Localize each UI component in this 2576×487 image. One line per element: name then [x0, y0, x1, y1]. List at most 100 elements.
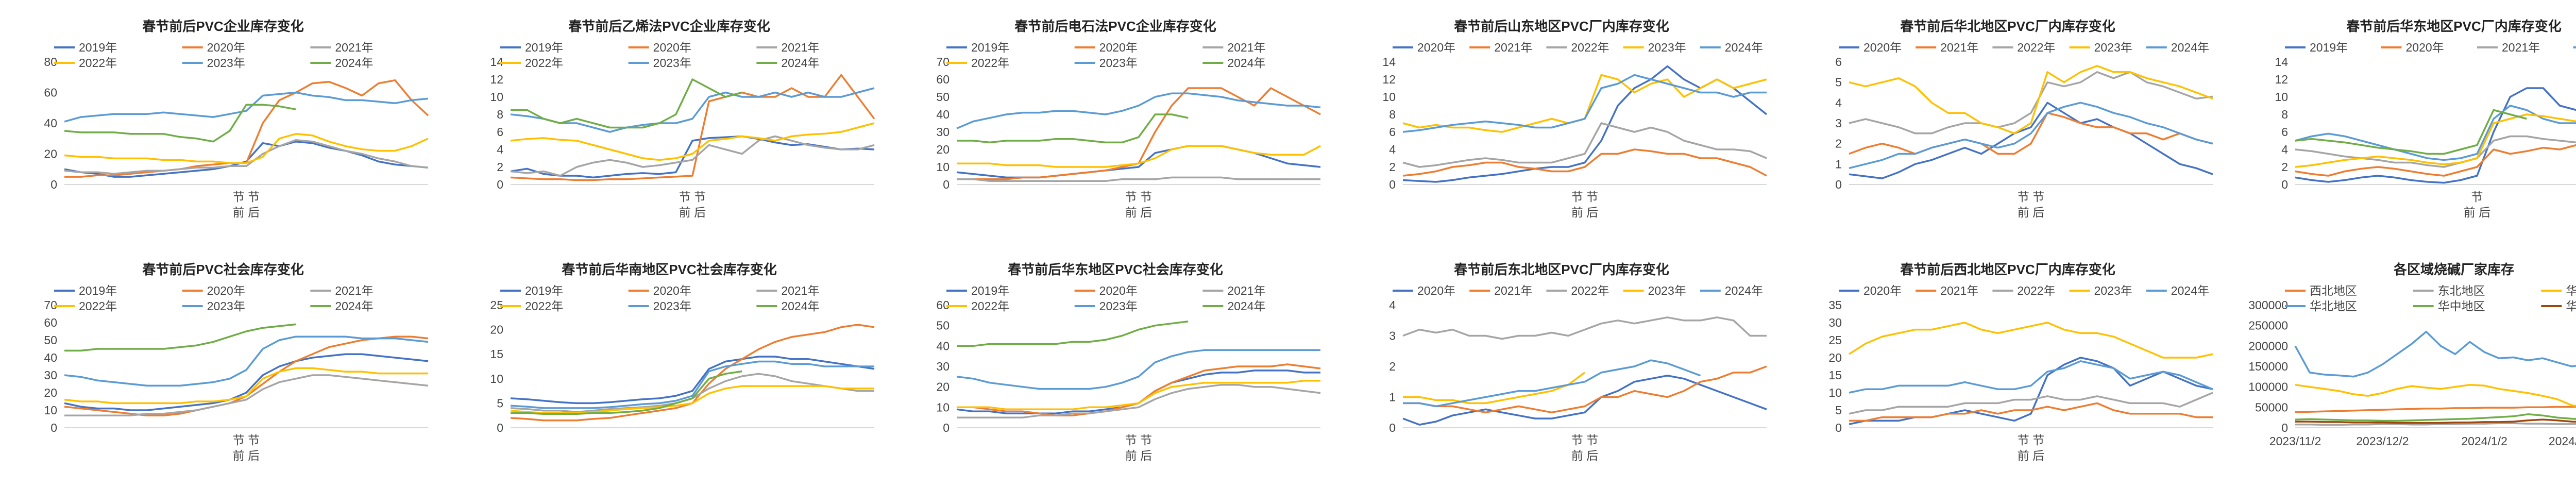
- y-tick-label: 15: [1828, 368, 1842, 382]
- legend-label: 2024年: [781, 299, 819, 313]
- chart-title: 春节前后华东地区PVC社会库存变化: [1008, 262, 1223, 277]
- series-line-西北地区: [2295, 406, 2576, 413]
- y-tick-label: 10: [936, 400, 950, 414]
- legend-label: 2022年: [2017, 284, 2055, 297]
- chart-title: 春节前后华南地区PVC社会库存变化: [562, 262, 776, 277]
- series-line-2023: [1402, 74, 1767, 133]
- y-tick-label: 30: [936, 125, 950, 139]
- legend-label: 2021年: [1227, 41, 1265, 54]
- series-line-2023: [64, 91, 429, 123]
- legend-label: 2021年: [781, 41, 819, 54]
- legend-label: 2023年: [1648, 41, 1686, 54]
- series-line-2023: [956, 349, 1320, 390]
- legend-label: 2021年: [1940, 284, 1978, 297]
- series-line-2019: [510, 356, 875, 405]
- x-axis-label: 前 后: [1125, 206, 1152, 219]
- series-line-2023: [1849, 102, 2213, 169]
- y-tick-label: 4: [1389, 143, 1396, 156]
- series-line-2021: [64, 374, 429, 416]
- series-line-2021: [1849, 71, 2213, 135]
- y-tick-label: 40: [44, 116, 57, 130]
- y-tick-label: 4: [497, 143, 503, 156]
- legend-label: 2023年: [2094, 41, 2132, 54]
- y-tick-label: 200000: [2248, 339, 2288, 352]
- y-tick-label: 25: [1828, 333, 1842, 347]
- y-tick-label: 10: [490, 90, 503, 104]
- y-tick-label: 8: [497, 108, 503, 121]
- y-tick-label: 15: [490, 347, 503, 361]
- series-line-2019: [1849, 357, 2213, 425]
- series-line-2022: [1849, 65, 2213, 135]
- series-line-2024: [2295, 109, 2527, 155]
- series-line-2021: [957, 176, 1320, 182]
- series-line-2024: [64, 104, 296, 143]
- y-tick-label: 6: [1389, 125, 1396, 139]
- series-line-2023: [1403, 359, 1701, 408]
- series-line-2024: [957, 113, 1189, 144]
- chart-title: 春节前后电石法PVC企业库存变化: [1014, 19, 1216, 34]
- chart-title: 各区域烧碱厂家库存: [2393, 262, 2514, 277]
- chart-title: 春节前后乙烯法PVC企业库存变化: [568, 19, 770, 34]
- series-line-2020: [510, 324, 875, 422]
- y-tick-label: 2: [2281, 160, 2288, 174]
- y-tick-label: 10: [936, 160, 950, 174]
- y-tick-label: 20: [44, 386, 57, 399]
- x-axis-label: 节 节: [233, 190, 260, 204]
- y-tick-label: 60: [936, 73, 950, 86]
- y-tick-label: 10: [1828, 386, 1842, 399]
- chart-title: 春节前后华东地区PVC厂内库存变化: [2346, 19, 2561, 34]
- series-line-2022: [64, 133, 429, 164]
- chart-title: 春节前后华北地区PVC厂内库存变化: [1900, 19, 2115, 34]
- legend-label: 华东地区: [2566, 284, 2576, 297]
- y-tick-label: 14: [1382, 55, 1396, 69]
- y-tick-label: 6: [1835, 55, 1842, 69]
- y-tick-label: 10: [1382, 90, 1396, 104]
- x-axis-label: 节 节: [1571, 433, 1598, 447]
- legend-label: 2021年: [2502, 41, 2540, 54]
- series-line-2019: [1402, 375, 1767, 426]
- y-tick-label: 30: [936, 360, 950, 373]
- legend-label: 2019年: [525, 284, 563, 297]
- series-line-2020: [1403, 365, 1767, 414]
- y-tick-label: 0: [50, 178, 57, 191]
- y-tick-label: 2: [497, 160, 503, 174]
- y-tick-label: 0: [943, 421, 950, 434]
- x-axis-label: 前 后: [2464, 206, 2490, 219]
- series-line-2019: [1849, 102, 2213, 179]
- y-tick-label: 10: [2275, 90, 2288, 104]
- legend-label: 东北地区: [2438, 284, 2485, 297]
- series-line-2022: [957, 380, 1320, 411]
- series-line-2024: [64, 323, 296, 352]
- y-tick-label: 8: [1389, 108, 1396, 121]
- y-tick-label: 50: [936, 90, 950, 104]
- legend-label: 华北地区: [2310, 299, 2357, 313]
- legend-label: 2021年: [335, 41, 373, 54]
- series-line-2022: [510, 122, 875, 161]
- y-tick-label: 6: [2281, 125, 2288, 139]
- y-tick-label: 4: [1389, 298, 1396, 312]
- y-tick-label: 5: [497, 396, 503, 410]
- series-line-2022: [1403, 372, 1586, 405]
- y-tick-label: 14: [2275, 55, 2288, 69]
- y-tick-label: 10: [44, 404, 57, 417]
- y-tick-label: 4: [1835, 96, 1842, 109]
- legend-label: 2022年: [1571, 284, 1609, 297]
- y-tick-label: 0: [1389, 178, 1396, 191]
- y-tick-label: 6: [497, 125, 503, 139]
- y-tick-label: 12: [2275, 73, 2288, 86]
- legend-label: 2019年: [525, 41, 563, 54]
- y-tick-label: 1: [1835, 157, 1842, 171]
- series-line-2023: [510, 87, 875, 133]
- series-line-2021: [510, 373, 874, 413]
- x-tick-label: 2023/11/2: [2269, 434, 2321, 448]
- legend-label: 2021年: [1494, 284, 1532, 297]
- series-line-2023: [2295, 105, 2576, 161]
- y-tick-label: 0: [2281, 178, 2288, 191]
- y-tick-label: 60: [44, 316, 57, 329]
- series-line-东北地区: [2295, 422, 2576, 426]
- legend-label: 2021年: [1940, 41, 1978, 54]
- series-line-2019: [510, 135, 875, 179]
- x-tick-label: 2024/1/2: [2461, 434, 2507, 448]
- legend-label: 2023年: [653, 56, 691, 70]
- legend-label: 华中地区: [2438, 299, 2485, 313]
